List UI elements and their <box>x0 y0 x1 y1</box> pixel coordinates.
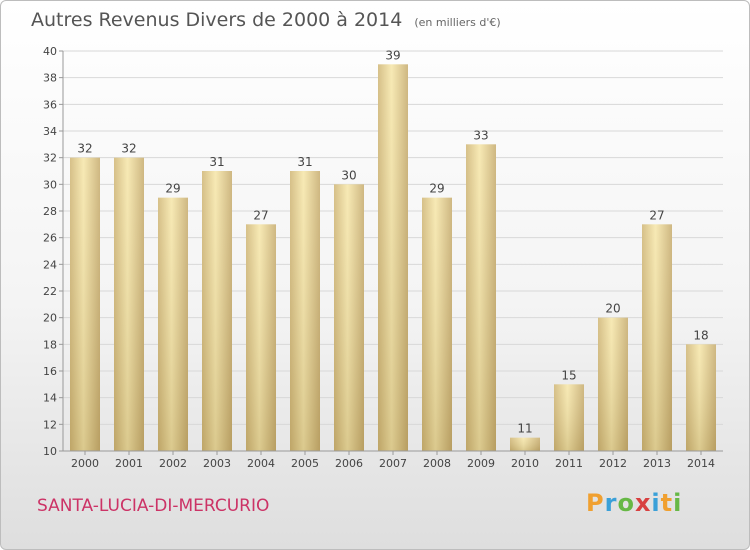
bar-shade <box>686 344 716 451</box>
data-label: 29 <box>165 182 180 196</box>
y-tick-label: 28 <box>43 205 57 218</box>
x-tick-label: 2012 <box>599 457 627 470</box>
proxiti-logo: Proxiti <box>586 489 682 517</box>
chart-unit: (en milliers d'€) <box>414 16 501 29</box>
y-tick-label: 16 <box>43 365 57 378</box>
y-tick-label: 40 <box>43 45 57 58</box>
logo-letter: t <box>660 489 674 517</box>
data-labels: 32 32 29 31 27 31 30 39 29 33 11 15 20 27 18 <box>77 48 708 435</box>
x-tick-label: 2010 <box>511 457 539 470</box>
x-tick-label: 2009 <box>467 457 495 470</box>
bar-shade <box>290 171 320 451</box>
data-label: 32 <box>121 142 136 156</box>
data-label: 18 <box>693 328 708 342</box>
y-tick-label: 36 <box>43 98 57 111</box>
logo-letter: x <box>634 489 652 517</box>
x-tick-label: 2011 <box>555 457 583 470</box>
y-tick-label: 10 <box>43 445 57 458</box>
y-tick-label: 32 <box>43 152 57 165</box>
x-tick-label: 2000 <box>71 457 99 470</box>
chart-title-text: Autres Revenus Divers de 2000 à 2014 <box>31 9 403 31</box>
bar-shade <box>642 224 672 451</box>
data-label: 33 <box>473 128 488 142</box>
y-tick-label: 20 <box>43 312 57 325</box>
data-label: 27 <box>649 208 664 222</box>
chart-title: Autres Revenus Divers de 2000 à 2014 (en… <box>31 9 501 31</box>
bar-shade <box>510 437 540 451</box>
place-name: SANTA-LUCIA-DI-MERCURIO <box>37 496 270 516</box>
bar-shade <box>158 197 188 451</box>
x-tick-label: 2014 <box>687 457 715 470</box>
bar-shade <box>598 317 628 451</box>
logo-letter: i <box>673 489 683 517</box>
data-label: 32 <box>77 142 92 156</box>
y-tick-label: 24 <box>43 258 57 271</box>
x-tick-label: 2001 <box>115 457 143 470</box>
bar-shade <box>554 384 584 451</box>
x-tick-label: 2002 <box>159 457 187 470</box>
bar-shade <box>246 224 276 451</box>
data-label: 31 <box>297 155 312 169</box>
bar-shade <box>466 144 496 452</box>
y-tick-label: 38 <box>43 72 57 85</box>
x-tick-label: 2005 <box>291 457 319 470</box>
x-axis-ticks: 2000 2001 2002 2003 2004 2005 2006 2007 2008 2009… <box>71 451 715 470</box>
data-label: 31 <box>209 155 224 169</box>
x-tick-label: 2007 <box>379 457 407 470</box>
logo-letter: i <box>651 489 661 517</box>
logo-letter: P <box>586 489 605 517</box>
logo-letter: r <box>604 489 618 517</box>
bar-shade <box>202 171 232 451</box>
x-tick-label: 2003 <box>203 457 231 470</box>
logo-letter: o <box>617 489 635 517</box>
x-tick-label: 2004 <box>247 457 275 470</box>
y-tick-label: 30 <box>43 178 57 191</box>
y-tick-label: 18 <box>43 338 57 351</box>
y-tick-label: 12 <box>43 418 57 431</box>
x-tick-label: 2006 <box>335 457 363 470</box>
bar-shade <box>70 157 100 451</box>
x-tick-label: 2013 <box>643 457 671 470</box>
data-label: 39 <box>385 48 400 62</box>
y-tick-label: 34 <box>43 125 57 138</box>
data-label: 29 <box>429 182 444 196</box>
data-label: 30 <box>341 168 356 182</box>
data-label: 11 <box>517 422 532 436</box>
bar-shade <box>378 64 408 452</box>
bars <box>70 64 716 452</box>
y-tick-label: 22 <box>43 285 57 298</box>
data-label: 15 <box>561 368 576 382</box>
bar-shade <box>334 184 364 452</box>
data-label: 27 <box>253 208 268 222</box>
y-axis-ticks: 10 12 14 16 18 20 22 24 26 28 30 32 34 36 38 40 <box>43 45 63 458</box>
bar-shade <box>422 197 452 451</box>
bar-shade <box>114 157 144 451</box>
x-tick-label: 2008 <box>423 457 451 470</box>
y-tick-label: 14 <box>43 392 57 405</box>
y-tick-label: 26 <box>43 232 57 245</box>
data-label: 20 <box>605 302 620 316</box>
